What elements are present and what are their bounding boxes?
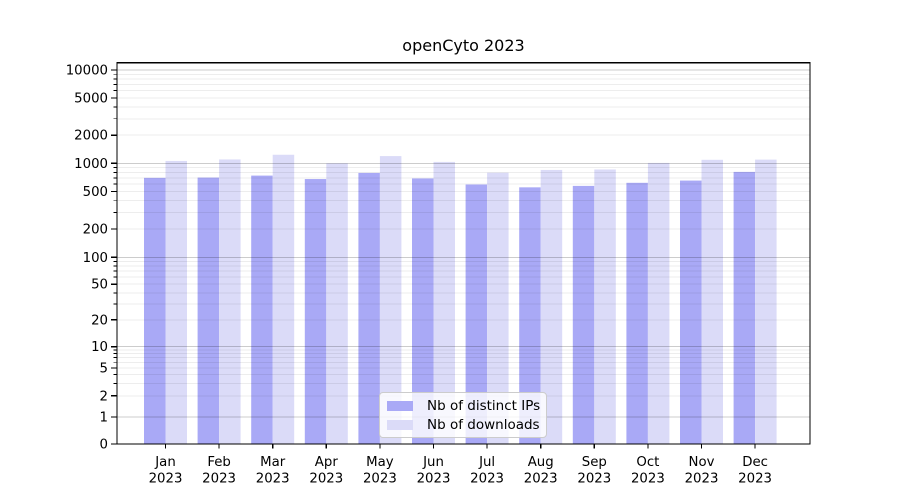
tick-label: Aug: [528, 455, 554, 470]
tick-label: 2023: [685, 472, 719, 487]
bar: [251, 175, 273, 444]
tick-label: 2023: [363, 472, 397, 487]
bar: [379, 156, 402, 444]
bar: [701, 159, 723, 444]
legend-item-distinct-ips: Nb of distinct IPs: [387, 397, 541, 414]
tick-label: Dec: [742, 455, 768, 470]
tick-label: 2: [100, 389, 108, 404]
tick-label: 20: [91, 313, 108, 328]
bar: [197, 177, 220, 444]
legend-swatch-distinct-ips-icon: [387, 400, 413, 411]
bar: [433, 161, 455, 444]
tick-label: 2023: [470, 472, 504, 487]
bar: [647, 162, 670, 444]
tick-label: 5: [100, 361, 108, 376]
bar: [465, 184, 488, 444]
tick-label: Oct: [636, 455, 659, 470]
tick-label: May: [366, 455, 394, 470]
tick-label: Jul: [478, 455, 495, 470]
tick-label: 2023: [149, 472, 183, 487]
tick-label: 5000: [74, 92, 108, 107]
tick-label: 2023: [524, 472, 558, 487]
bar: [572, 185, 595, 444]
tick-label: 2023: [417, 472, 451, 487]
bar: [272, 154, 295, 444]
tick-label: 10: [91, 340, 108, 355]
legend-label-distinct-ips: Nb of distinct IPs: [427, 397, 541, 414]
bar: [165, 160, 187, 444]
bar: [358, 172, 380, 445]
tick-label: 1: [100, 411, 108, 426]
legend-label-downloads: Nb of downloads: [427, 416, 540, 433]
tick-label: 2023: [631, 472, 665, 487]
plot-frame: [116, 62, 811, 445]
bar: [144, 177, 166, 444]
bar: [540, 169, 563, 444]
bar: [733, 171, 756, 444]
tick-label: 2023: [256, 472, 290, 487]
tick-label: 2023: [738, 472, 772, 487]
tick-label: 2023: [309, 472, 343, 487]
tick-label: Apr: [315, 455, 339, 470]
bar: [519, 187, 541, 444]
tick-label: 10000: [66, 64, 108, 79]
bar: [594, 169, 616, 444]
x-axis: Jan 2023 Feb 2023 Mar 2023 Apr 2023 May 2023 Jun 20…: [149, 444, 772, 487]
bar: [219, 159, 241, 445]
tick-label: 200: [83, 223, 108, 238]
bars-group: [144, 154, 777, 445]
tick-label: 100: [83, 251, 108, 266]
tick-label: Feb: [207, 455, 231, 470]
legend-swatch-downloads-icon: [387, 419, 413, 430]
tick-label: 2023: [577, 472, 611, 487]
bar: [626, 182, 648, 444]
tick-label: 0: [100, 438, 108, 453]
tick-label: Nov: [689, 455, 715, 470]
tick-label: Jan: [154, 455, 176, 470]
bar: [755, 159, 777, 444]
bar: [487, 172, 509, 444]
tick-label: 500: [83, 185, 108, 200]
tick-label: Jun: [422, 455, 444, 470]
tick-label: 2000: [74, 129, 108, 144]
chart-title: openCyto 2023: [402, 36, 525, 55]
bar: [680, 180, 702, 445]
tick-label: 2023: [202, 472, 236, 487]
bar: [304, 179, 327, 444]
series-downloads: [165, 154, 777, 445]
y-axis: 0 1 2 5 10 20 50 100 200 500 1000 2000 5000 10000: [66, 64, 117, 453]
legend: Nb of distinct IPs Nb of downloads: [379, 392, 547, 438]
series-distinct-ips: [144, 171, 756, 445]
legend-item-downloads: Nb of downloads: [387, 416, 540, 433]
bar: [412, 178, 434, 444]
bar: [326, 163, 348, 445]
tick-label: 1000: [74, 157, 108, 172]
tick-label: 50: [91, 278, 108, 293]
tick-label: Mar: [260, 455, 286, 470]
tick-label: Sep: [582, 455, 607, 470]
gridlines-group: [117, 69, 810, 418]
